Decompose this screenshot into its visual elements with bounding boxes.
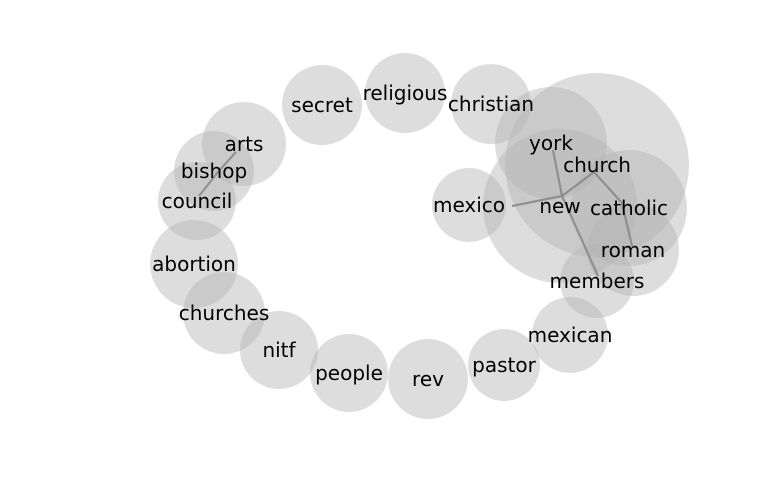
node-label-members: members — [550, 269, 645, 293]
node-label-council: council — [162, 189, 233, 213]
node-label-bishop: bishop — [181, 159, 247, 183]
node-label-roman: roman — [601, 238, 665, 262]
node-label-catholic: catholic — [590, 196, 668, 220]
edge-new-members — [560, 195, 600, 277]
node-labels-layer: religious christian secret arts bishop counci… — [152, 81, 668, 391]
edge-new-church — [561, 171, 595, 197]
node-circle-york — [495, 87, 607, 199]
edge-bishop-council — [198, 171, 219, 197]
node-circle-church — [505, 73, 689, 257]
node-label-pastor: pastor — [472, 353, 536, 377]
node-label-mexican: mexican — [528, 323, 613, 347]
node-circle-members — [560, 244, 634, 318]
edge-church-catholic — [593, 171, 623, 204]
node-circle-bishop — [174, 131, 254, 211]
edge-catholic-roman — [620, 202, 634, 247]
node-circle-people — [310, 334, 388, 412]
node-label-abortion: abortion — [152, 252, 236, 276]
node-circle-churches — [183, 272, 265, 354]
node-circle-religious — [365, 53, 445, 133]
edge-new-mexico — [511, 194, 563, 208]
node-circle-secret — [282, 65, 362, 145]
node-label-york: york — [529, 131, 573, 155]
edges-layer — [198, 149, 634, 277]
node-circle-abortion — [150, 220, 238, 308]
node-label-christian: christian — [448, 92, 534, 116]
node-circle-christian — [451, 64, 531, 144]
node-circle-roman — [587, 204, 679, 296]
node-label-mexico: mexico — [433, 193, 505, 217]
node-label-people: people — [315, 361, 383, 385]
node-circle-mexican — [532, 297, 608, 373]
node-label-nitf: nitf — [262, 338, 296, 362]
node-label-churches: churches — [179, 301, 270, 325]
node-circles-layer — [150, 53, 689, 419]
node-label-secret: secret — [291, 93, 353, 117]
edge-york-new — [551, 149, 564, 197]
node-label-rev: rev — [412, 367, 444, 391]
node-label-church: church — [563, 153, 631, 177]
node-label-religious: religious — [363, 81, 448, 105]
node-circle-mexico — [432, 168, 506, 242]
node-circle-new — [483, 129, 637, 283]
node-circle-pastor — [468, 329, 540, 401]
node-circle-nitf — [240, 311, 318, 389]
node-label-arts: arts — [225, 132, 264, 156]
node-label-new: new — [539, 194, 580, 218]
node-circle-council — [158, 162, 236, 240]
node-circle-rev — [388, 339, 468, 419]
edge-arts-bishop — [217, 151, 237, 173]
